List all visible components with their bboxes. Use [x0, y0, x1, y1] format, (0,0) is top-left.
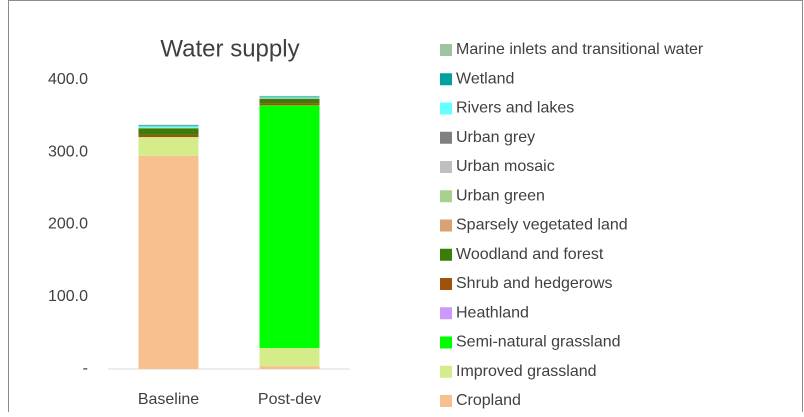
legend-label: Woodland and forest: [456, 246, 604, 263]
bar-segment: [259, 366, 320, 369]
legend-swatch: [440, 219, 452, 232]
legend-label: Marine inlets and transitional water: [456, 41, 704, 58]
bar-segment: [259, 348, 320, 367]
bar-segment: [138, 155, 199, 369]
bar-segment: [138, 134, 199, 138]
legend-swatch: [440, 131, 452, 144]
y-tick-label: 300.0: [48, 143, 88, 160]
legend-swatch: [440, 102, 452, 115]
legend-label: Urban mosaic: [456, 158, 555, 175]
bar-segment: [259, 96, 320, 98]
y-tick-label: 100.0: [48, 288, 88, 305]
legend-label: Sparsely vegetated land: [456, 217, 628, 234]
legend-swatch: [440, 44, 452, 56]
legend-label: Wetland: [456, 70, 514, 87]
bar-segment: [138, 124, 199, 126]
bar-segment: [259, 95, 320, 97]
legend-label: Shrub and hedgerows: [456, 275, 613, 292]
legend-label: Urban green: [456, 187, 545, 204]
legend-swatch: [440, 278, 452, 290]
chart-title: Water supply: [160, 35, 299, 62]
legend-label: Rivers and lakes: [456, 100, 574, 117]
legend-label: Urban grey: [456, 129, 535, 146]
chart-frame: [8, 0, 803, 417]
legend-swatch: [440, 73, 452, 86]
y-tick-label: -: [83, 360, 88, 377]
bar-segment: [138, 127, 199, 129]
legend-label: Heathland: [456, 304, 529, 321]
y-tick-label: 200.0: [48, 216, 88, 233]
legend-swatch: [440, 190, 452, 203]
bar-segment: [138, 126, 199, 128]
legend-swatch: [440, 395, 452, 407]
legend-label: Semi-natural grassland: [456, 334, 621, 351]
bar-segment: [259, 103, 320, 106]
legend-swatch: [440, 336, 452, 349]
legend-swatch: [440, 365, 452, 378]
bar-segment: [138, 128, 199, 135]
legend-label: Improved grassland: [456, 363, 597, 380]
x-tick-label: Post-dev: [258, 391, 321, 408]
bar-segment: [259, 98, 320, 104]
bar-segment: [259, 97, 320, 99]
bar-segment: [259, 98, 320, 99]
legend-swatch: [440, 161, 452, 173]
legend-swatch: [440, 248, 452, 261]
x-tick-label: Baseline: [138, 391, 199, 408]
legend-label: Cropland: [456, 392, 521, 409]
bar-segment: [138, 125, 199, 127]
y-tick-label: 400.0: [48, 71, 88, 88]
bar-segment: [259, 105, 320, 349]
bar-segment: [138, 137, 199, 156]
legend-swatch: [440, 307, 452, 320]
